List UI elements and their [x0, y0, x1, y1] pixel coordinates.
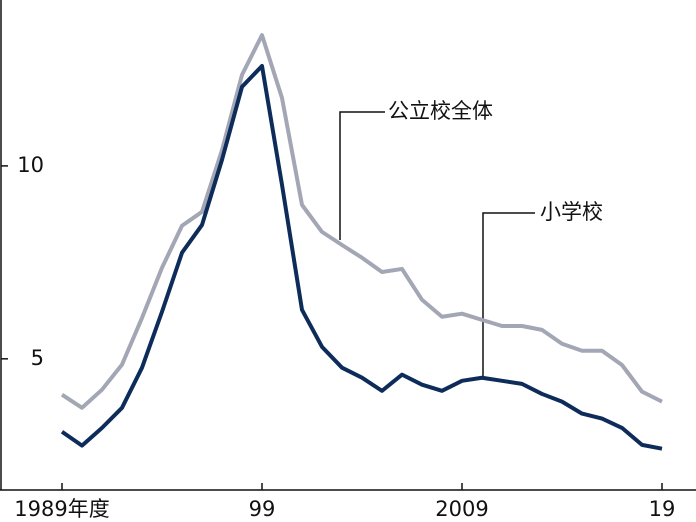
series-line	[60, 33, 663, 410]
x-tick-label: 19	[649, 497, 676, 521]
x-tick-label: 2009	[435, 497, 488, 521]
y-tick-label: 5	[31, 346, 44, 370]
series-label: 小学校	[540, 200, 603, 224]
callout-line	[339, 111, 385, 240]
x-tick-label: 1989年度	[14, 497, 109, 521]
y-tick-label: 10	[17, 153, 44, 177]
x-tick-label: 99	[249, 497, 276, 521]
series-label: 公立校全体	[388, 99, 493, 123]
callout-line	[482, 212, 535, 378]
series-line	[60, 63, 663, 451]
